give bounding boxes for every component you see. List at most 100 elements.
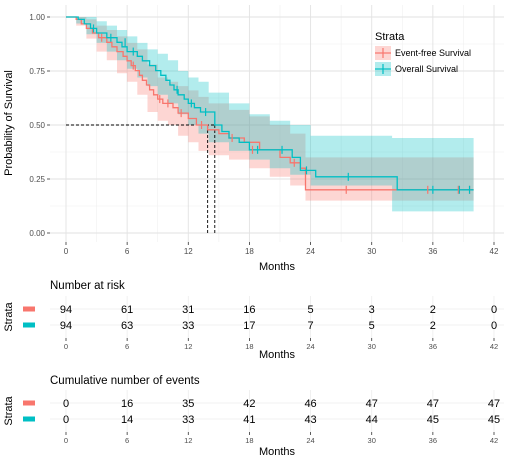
- y-tick-label: 0.75: [29, 67, 45, 76]
- events-cell: 41: [243, 414, 255, 426]
- risk-table-values: 94 61 31 16 5 3 2 0 94 63 33 17 7 5 2 0: [60, 304, 497, 332]
- events-cell: 47: [488, 398, 500, 410]
- risk-table-x-label: Months: [259, 349, 296, 361]
- events-x-tick-label: 24: [306, 436, 314, 445]
- events-strata-key: [23, 416, 35, 422]
- survival-plot: 0.00 0.25 0.50 0.75 1.00 0 6 12 18 24 30 36 42 Mont…: [3, 5, 504, 273]
- risk-cell: 0: [491, 304, 497, 316]
- events-table-x-label: Months: [259, 446, 296, 458]
- legend-title: Strata: [375, 31, 405, 43]
- legend: Strata Event-free Survival Overall Survi…: [375, 31, 471, 76]
- legend-item-event-free: Event-free Survival: [375, 46, 471, 60]
- x-tick-label: 18: [245, 247, 254, 256]
- events-cell: 33: [182, 414, 194, 426]
- events-table-strata-keys: [23, 400, 35, 422]
- risk-table-title: Number at risk: [50, 280, 125, 292]
- risk-x-tick-label: 0: [64, 342, 68, 351]
- risk-cell: 17: [243, 320, 255, 332]
- events-cell: 14: [121, 414, 133, 426]
- risk-table-y-label: Strata: [3, 301, 15, 331]
- risk-cell: 33: [182, 320, 194, 332]
- events-table-values: 0 16 35 42 46 47 47 47 0 14 33 41 43 44 45 45: [63, 398, 500, 426]
- risk-cell: 16: [243, 304, 255, 316]
- median-survival-lines: [66, 124, 216, 233]
- risk-x-tick-label: 42: [490, 342, 498, 351]
- y-tick-label: 1.00: [29, 13, 45, 22]
- events-cell: 35: [182, 398, 194, 410]
- events-cell: 47: [366, 398, 378, 410]
- events-table-panel: [50, 390, 504, 432]
- censor-marks: [92, 24, 471, 194]
- risk-cell: 7: [308, 320, 314, 332]
- x-axis-label: Months: [259, 261, 296, 273]
- risk-table-panel: [50, 296, 504, 338]
- legend-label-overall: Overall Survival: [395, 64, 458, 74]
- risk-table-grid: [50, 296, 504, 338]
- x-tick-label: 36: [428, 247, 437, 256]
- x-tick-label: 24: [306, 247, 315, 256]
- risk-cell: 5: [369, 320, 375, 332]
- risk-cell: 63: [121, 320, 133, 332]
- y-tick-label: 0.50: [29, 121, 45, 130]
- x-tick-label: 6: [125, 247, 130, 256]
- risk-cell: 61: [121, 304, 133, 316]
- events-table-grid: [50, 390, 504, 432]
- risk-strata-key: [23, 306, 35, 312]
- events-cell: 43: [304, 414, 316, 426]
- events-strata-key: [23, 400, 35, 406]
- risk-cell: 5: [308, 304, 314, 316]
- events-cell: 0: [63, 398, 69, 410]
- events-cell: 46: [304, 398, 316, 410]
- risk-x-tick-label: 36: [429, 342, 437, 351]
- curve-overall-survival: [66, 16, 474, 191]
- risk-cell: 2: [430, 304, 436, 316]
- events-x-tick-label: 6: [125, 436, 129, 445]
- events-cell: 42: [243, 398, 255, 410]
- events-x-tick-label: 36: [429, 436, 437, 445]
- cumulative-events-table: Cumulative number of events 0 16 35 42 46 47 4…: [3, 375, 504, 458]
- events-table-y-label: Strata: [3, 395, 15, 425]
- events-cell: 16: [121, 398, 133, 410]
- events-table-x-ticks: 0 6 12 18 24 30 36 42: [64, 432, 498, 445]
- events-x-tick-label: 0: [64, 436, 68, 445]
- legend-label-event-free: Event-free Survival: [395, 48, 471, 58]
- events-x-tick-label: 42: [490, 436, 498, 445]
- y-tick-label: 0.25: [29, 175, 45, 184]
- risk-cell: 3: [369, 304, 375, 316]
- y-tick-label: 0.00: [29, 229, 45, 238]
- events-cell: 45: [488, 414, 500, 426]
- ci-band-overall: [66, 17, 474, 212]
- survival-curves: [66, 16, 474, 191]
- risk-cell: 31: [182, 304, 194, 316]
- legend-item-overall: Overall Survival: [375, 62, 458, 76]
- x-tick-label: 30: [367, 247, 376, 256]
- risk-x-tick-label: 24: [306, 342, 314, 351]
- risk-cell: 94: [60, 304, 72, 316]
- risk-table-x-ticks: 0 6 12 18 24 30 36 42: [64, 338, 498, 351]
- x-tick-label: 0: [64, 247, 69, 256]
- y-axis-label: Probability of Survival: [3, 70, 15, 176]
- risk-cell: 2: [430, 320, 436, 332]
- risk-x-tick-label: 12: [184, 342, 192, 351]
- x-tick-label: 12: [184, 247, 193, 256]
- risk-x-tick-label: 30: [368, 342, 376, 351]
- risk-x-tick-label: 18: [245, 342, 253, 351]
- risk-table-strata-keys: [23, 306, 35, 328]
- events-cell: 45: [427, 414, 439, 426]
- events-x-tick-label: 30: [368, 436, 376, 445]
- y-axis-ticks: 0.00 0.25 0.50 0.75 1.00: [29, 13, 50, 238]
- events-x-tick-label: 12: [184, 436, 192, 445]
- events-cell: 0: [63, 414, 69, 426]
- events-cell: 47: [427, 398, 439, 410]
- risk-x-tick-label: 6: [125, 342, 129, 351]
- survival-plot-grid: [50, 5, 504, 242]
- risk-cell: 0: [491, 320, 497, 332]
- events-cell: 44: [366, 414, 378, 426]
- risk-strata-key: [23, 322, 35, 328]
- risk-cell: 94: [60, 320, 72, 332]
- events-x-tick-label: 18: [245, 436, 253, 445]
- x-tick-label: 42: [490, 247, 499, 256]
- x-axis-ticks: 0 6 12 18 24 30 36 42: [64, 242, 499, 256]
